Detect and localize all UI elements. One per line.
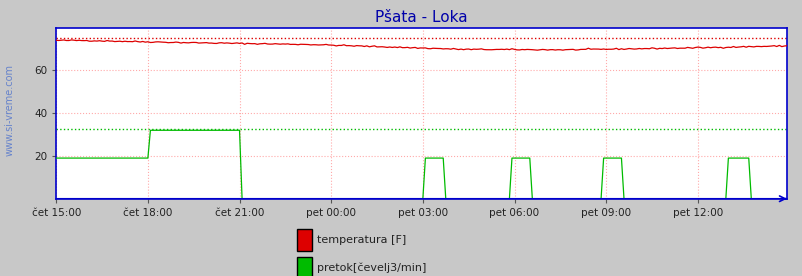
Title: Pšata - Loka: Pšata - Loka <box>375 10 468 25</box>
Text: pretok[čevelj3/min]: pretok[čevelj3/min] <box>317 262 426 273</box>
Text: www.si-vreme.com: www.si-vreme.com <box>5 64 14 156</box>
Text: temperatura [F]: temperatura [F] <box>317 235 406 245</box>
